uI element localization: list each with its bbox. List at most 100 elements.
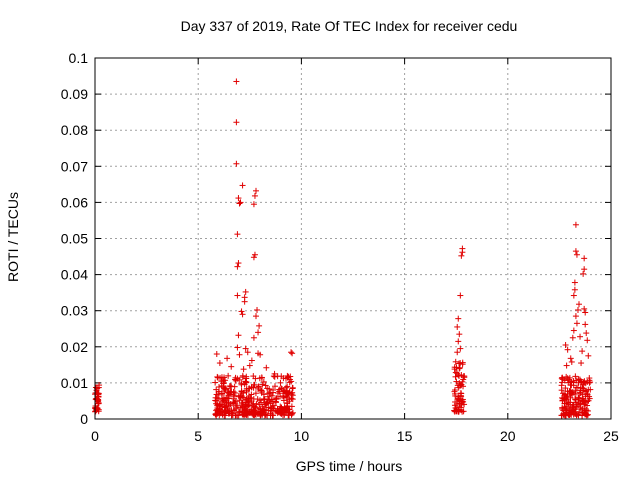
data-point xyxy=(457,292,464,299)
axis-ticks: 0 0.01 0.02 0.03 0.04 0.05 0.06 0.07 0.08 0.09 0.1… xyxy=(61,50,619,444)
data-point xyxy=(574,411,581,418)
y-tick-label: 0.1 xyxy=(69,50,89,66)
data-point xyxy=(282,409,289,416)
data-point xyxy=(254,306,261,313)
data-point xyxy=(213,397,220,404)
data-point xyxy=(272,383,279,390)
data-point xyxy=(254,396,261,403)
data-point xyxy=(457,382,464,389)
data-point xyxy=(288,349,295,356)
data-point xyxy=(250,400,257,407)
data-point xyxy=(261,396,268,403)
data-point xyxy=(266,389,273,396)
data-point xyxy=(458,381,465,388)
data-point xyxy=(252,313,259,320)
y-tick-label: 0 xyxy=(80,411,88,427)
data-point xyxy=(571,279,578,286)
data-point xyxy=(255,383,262,390)
data-point xyxy=(460,376,467,383)
data-point xyxy=(212,394,219,401)
data-point xyxy=(238,308,245,315)
data-point xyxy=(454,323,461,330)
data-point xyxy=(240,410,247,417)
data-point xyxy=(217,374,224,381)
data-point xyxy=(212,379,219,386)
data-point xyxy=(239,372,246,379)
data-point xyxy=(568,358,575,365)
data-point xyxy=(574,306,581,313)
data-point xyxy=(259,381,266,388)
data-point xyxy=(237,394,244,401)
data-point xyxy=(461,401,468,408)
y-tick-label: 0.05 xyxy=(61,231,88,247)
data-point xyxy=(239,182,246,189)
data-point xyxy=(242,288,249,295)
data-point xyxy=(214,408,221,415)
data-point xyxy=(566,374,573,381)
data-point xyxy=(584,398,591,405)
data-point xyxy=(560,411,567,418)
data-point xyxy=(244,399,251,406)
data-point xyxy=(285,411,292,418)
data-point xyxy=(289,392,296,399)
data-point xyxy=(225,400,232,407)
data-point xyxy=(459,249,466,256)
data-point xyxy=(271,370,278,377)
data-point xyxy=(214,402,221,409)
data-point xyxy=(234,292,241,299)
data-point xyxy=(570,292,577,299)
data-point xyxy=(451,388,458,395)
data-point xyxy=(576,301,583,308)
data-point xyxy=(583,330,590,337)
data-point xyxy=(282,384,289,391)
data-point xyxy=(571,286,578,293)
data-point xyxy=(573,403,580,410)
data-point xyxy=(214,410,221,417)
plot-frame xyxy=(94,57,612,420)
data-point xyxy=(560,390,567,397)
data-point xyxy=(232,374,239,381)
data-point xyxy=(457,345,464,352)
data-point xyxy=(220,384,227,391)
data-point xyxy=(213,351,220,358)
data-point xyxy=(563,396,570,403)
x-tick-label: 5 xyxy=(194,428,202,444)
data-point xyxy=(214,373,221,380)
data-point xyxy=(257,351,264,358)
data-point xyxy=(250,201,257,208)
data-point xyxy=(260,406,267,413)
data-point xyxy=(261,412,268,419)
data-point xyxy=(266,397,273,404)
data-point xyxy=(569,334,576,341)
data-point xyxy=(585,352,592,359)
y-tick-label: 0.02 xyxy=(61,339,88,355)
data-point xyxy=(272,399,279,406)
data-point xyxy=(235,195,242,202)
data-point xyxy=(585,397,592,404)
data-point xyxy=(454,349,461,356)
y-tick-label: 0.03 xyxy=(61,303,88,319)
data-point xyxy=(232,405,239,412)
data-point xyxy=(233,119,240,126)
data-point xyxy=(243,403,250,410)
data-point xyxy=(252,187,259,194)
data-point xyxy=(572,390,579,397)
data-point xyxy=(457,390,464,397)
data-point xyxy=(227,391,234,398)
data-point xyxy=(250,334,257,341)
gridlines xyxy=(95,58,611,419)
data-point xyxy=(234,344,241,351)
data-point xyxy=(256,322,263,329)
data-point xyxy=(581,266,588,273)
data-point xyxy=(218,378,225,385)
data-point xyxy=(286,379,293,386)
data-point xyxy=(263,406,270,413)
data-point xyxy=(284,394,291,401)
data-point xyxy=(561,377,568,384)
data-point xyxy=(563,407,570,414)
data-point xyxy=(252,375,259,382)
data-point xyxy=(95,390,102,397)
x-tick-label: 10 xyxy=(294,428,310,444)
data-point xyxy=(568,382,575,389)
